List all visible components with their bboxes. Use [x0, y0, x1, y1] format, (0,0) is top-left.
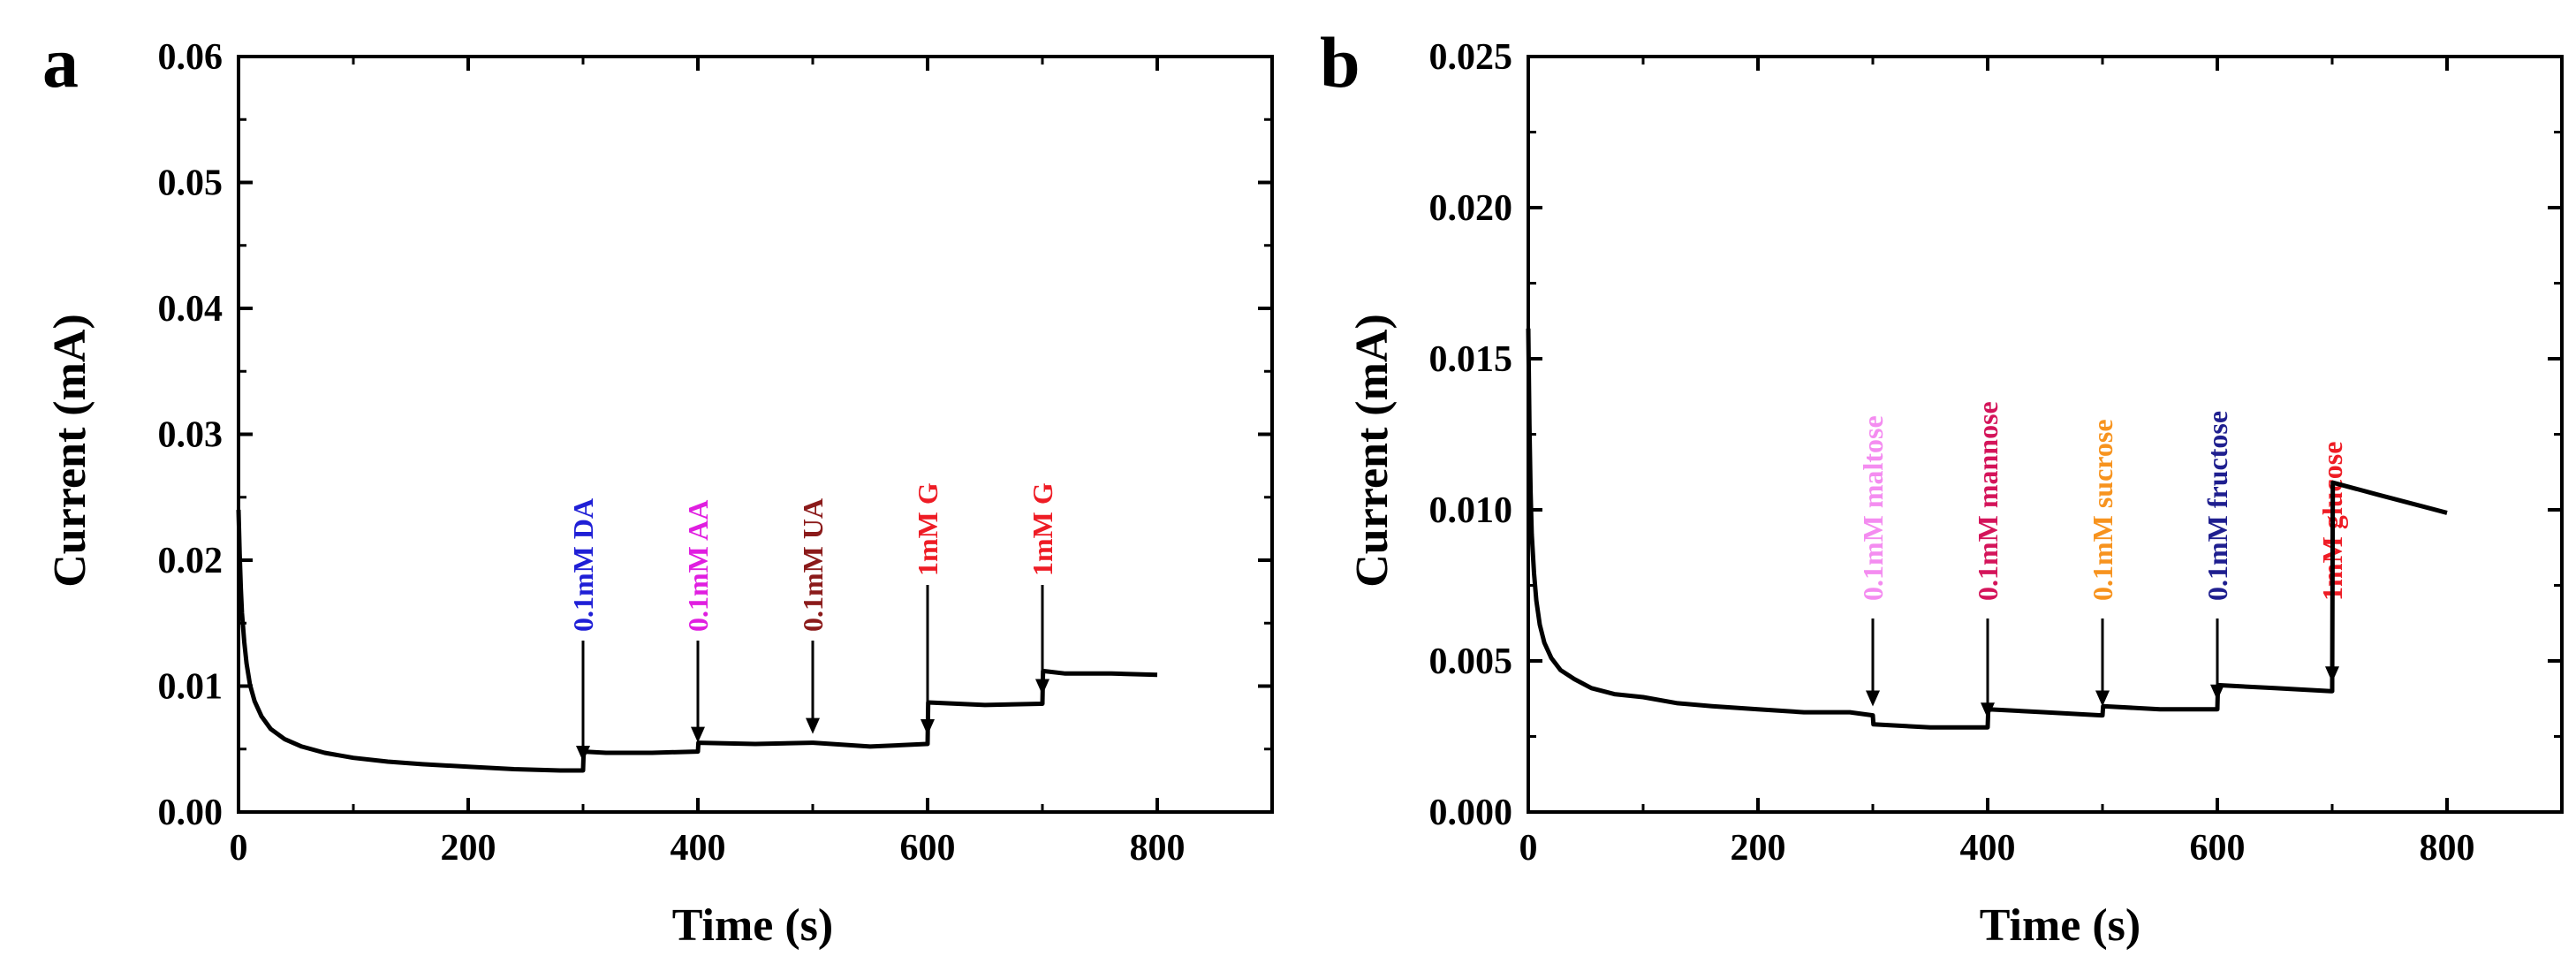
panel-a-y-tick-label: 0.01 [158, 667, 224, 708]
panel-a-chart: a Current (mA) Time (s) 0.1mM DA 0.1mM A… [42, 22, 1274, 951]
panel-b-series-line [1526, 328, 2448, 730]
panel-a-annotation-arrowhead [1035, 679, 1049, 695]
panel-a-label: a [42, 22, 79, 102]
panel-b-annotation-label: 0.1mM fructose [2201, 411, 2233, 601]
panel-a-annotation-arrowhead [576, 745, 590, 762]
panel-b-x-tick-label: 0 [1519, 828, 1538, 869]
panel-b-chart: b Current (mA) Time (s) 0.1mM maltose 0.… [1320, 22, 2564, 951]
panel-b-x-tick-label: 600 [2190, 828, 2246, 869]
panel-b-y-tick-label: 0.020 [1429, 188, 1513, 229]
panel-a-x-tick-label: 800 [1130, 828, 1186, 869]
panel-a-y-tick-label: 0.00 [158, 793, 224, 833]
panel-b-y-tick-label: 0.025 [1429, 37, 1513, 78]
panel-b-annotation-arrowhead [1866, 690, 1880, 707]
panel-b-y-tick-label: 0.005 [1429, 641, 1513, 682]
panel-b-x-tick-label: 200 [1731, 828, 1786, 869]
panel-a-y-tick-label: 0.06 [158, 37, 224, 78]
panel-b-y-tick-label: 0.010 [1429, 490, 1513, 531]
panel-a-annotation-label: 1mM G [1027, 482, 1058, 576]
panel-b-annotation-label: 0.1mM maltose [1857, 415, 1889, 601]
panel-b-label: b [1320, 22, 1360, 102]
panel-b-y-tick-label: 0.015 [1429, 339, 1513, 380]
panel-a-y-tick-label: 0.03 [158, 415, 224, 456]
panel-b-plot-frame [1527, 55, 2564, 814]
panel-a-y-tick-label: 0.05 [158, 163, 224, 204]
panel-a-annotation-label: 0.1mM UA [797, 498, 829, 632]
panel-a-x-tick-label: 200 [441, 828, 496, 869]
panel-a-x-tick-label: 400 [671, 828, 726, 869]
panel-b-y-axis-title: Current (mA) [1347, 314, 1398, 588]
panel-b-annotation-arrowhead [2325, 666, 2339, 683]
panel-a-annotations: 0.1mM DA 0.1mM AA 0.1mM UA 1mM G 1mM G [567, 482, 1058, 632]
panel-a-y-axis-title: Current (mA) [45, 314, 95, 588]
panel-a-x-axis-title: Time (s) [672, 900, 833, 951]
panel-b-x-tick-label: 800 [2420, 828, 2475, 869]
panel-a-x-tick-label: 600 [900, 828, 956, 869]
panel-a-x-tick-label: 0 [230, 828, 248, 869]
panel-a-y-tick-label: 0.02 [158, 541, 224, 581]
panel-b-annotation-label: 0.1mM sucrose [2087, 419, 2118, 601]
panel-b-annotation-arrowhead [1981, 702, 1995, 719]
panel-a-plot-frame [237, 55, 1274, 814]
panel-b-x-axis-title: Time (s) [1980, 900, 2140, 951]
panel-b-annotation-arrowhead [2210, 684, 2224, 701]
panel-a-annotation-label: 1mM G [912, 482, 943, 576]
panel-b-annotations: 0.1mM maltose 0.1mM mannose 0.1mM sucros… [1857, 401, 2348, 601]
panel-b-annotation-arrowhead [2095, 690, 2110, 707]
panel-a-annotation-arrowhead [691, 726, 705, 743]
panel-a-annotation-arrowhead [921, 719, 935, 736]
panel-a-annotation-label: 0.1mM AA [682, 500, 714, 632]
panel-b-annotation-label: 0.1mM mannose [1972, 401, 2004, 601]
panel-a-y-tick-label: 0.04 [158, 289, 224, 330]
panel-b-y-tick-label: 0.000 [1429, 793, 1513, 833]
panel-a-annotation-label: 0.1mM DA [567, 498, 599, 632]
panel-b-x-tick-label: 400 [1960, 828, 2016, 869]
panel-a-annotation-arrowhead [806, 717, 820, 734]
